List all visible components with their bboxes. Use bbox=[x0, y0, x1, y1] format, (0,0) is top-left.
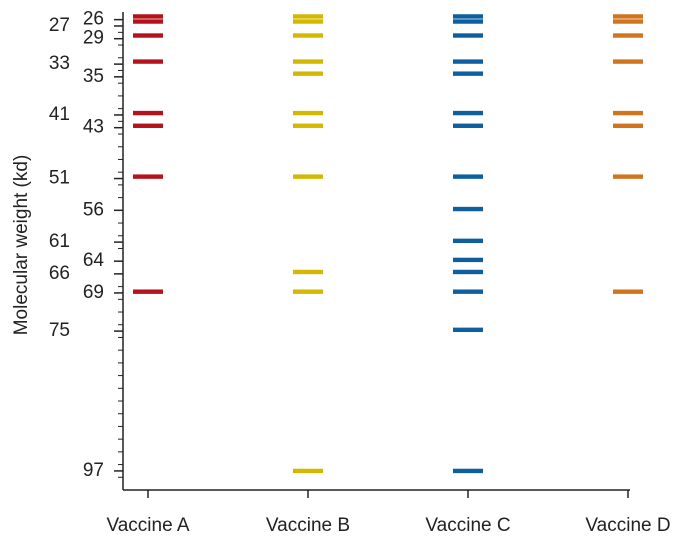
y-tick-label: 56 bbox=[83, 199, 104, 220]
band bbox=[613, 174, 643, 178]
band bbox=[293, 71, 323, 75]
band bbox=[133, 33, 163, 37]
band bbox=[453, 239, 483, 243]
band bbox=[133, 14, 163, 18]
band bbox=[453, 328, 483, 332]
band bbox=[453, 289, 483, 293]
band bbox=[613, 14, 643, 18]
band bbox=[613, 33, 643, 37]
band bbox=[293, 111, 323, 115]
y-tick-label: 69 bbox=[83, 282, 104, 303]
y-tick-label: 66 bbox=[49, 263, 70, 284]
band bbox=[613, 124, 643, 128]
band bbox=[293, 33, 323, 37]
y-tick-label: 29 bbox=[83, 28, 104, 49]
band bbox=[293, 289, 323, 293]
band bbox=[453, 124, 483, 128]
y-tick-label: 26 bbox=[83, 9, 104, 30]
y-tick-label: 35 bbox=[83, 66, 104, 87]
band bbox=[453, 207, 483, 211]
y-tick-label: 97 bbox=[83, 460, 104, 481]
x-tick-label: Vaccine C bbox=[425, 515, 510, 536]
band bbox=[293, 14, 323, 18]
y-tick-label: 33 bbox=[49, 53, 70, 74]
band bbox=[453, 71, 483, 75]
x-tick-label: Vaccine B bbox=[266, 515, 350, 536]
chart: Molecular weight (kd) 26 27 29 33 35 41 43 51 56… bbox=[0, 0, 678, 542]
band bbox=[133, 289, 163, 293]
y-tick-label: 75 bbox=[49, 320, 70, 341]
band bbox=[453, 59, 483, 63]
band bbox=[613, 111, 643, 115]
y-axis-label: Molecular weight (kd) bbox=[11, 155, 32, 336]
y-tick-label: 61 bbox=[49, 231, 70, 252]
band bbox=[133, 59, 163, 63]
band bbox=[453, 270, 483, 274]
y-tick-label: 41 bbox=[49, 104, 70, 125]
y-tick-label: 43 bbox=[83, 117, 104, 138]
band bbox=[293, 59, 323, 63]
x-tick-label: Vaccine A bbox=[106, 515, 189, 536]
band bbox=[453, 19, 483, 23]
y-tick-label: 27 bbox=[49, 15, 70, 36]
band bbox=[613, 19, 643, 23]
band bbox=[133, 124, 163, 128]
band bbox=[453, 111, 483, 115]
band bbox=[293, 124, 323, 128]
band bbox=[133, 111, 163, 115]
y-tick-label: 51 bbox=[49, 168, 70, 189]
band bbox=[613, 59, 643, 63]
x-tick-label: Vaccine D bbox=[585, 515, 670, 536]
band bbox=[293, 469, 323, 473]
band bbox=[453, 14, 483, 18]
band bbox=[133, 19, 163, 23]
band bbox=[453, 33, 483, 37]
band bbox=[293, 270, 323, 274]
y-tick-label: 64 bbox=[83, 250, 105, 271]
band bbox=[453, 174, 483, 178]
band bbox=[453, 469, 483, 473]
band bbox=[453, 258, 483, 262]
band bbox=[133, 174, 163, 178]
band bbox=[293, 174, 323, 178]
band bbox=[613, 289, 643, 293]
band bbox=[293, 19, 323, 23]
